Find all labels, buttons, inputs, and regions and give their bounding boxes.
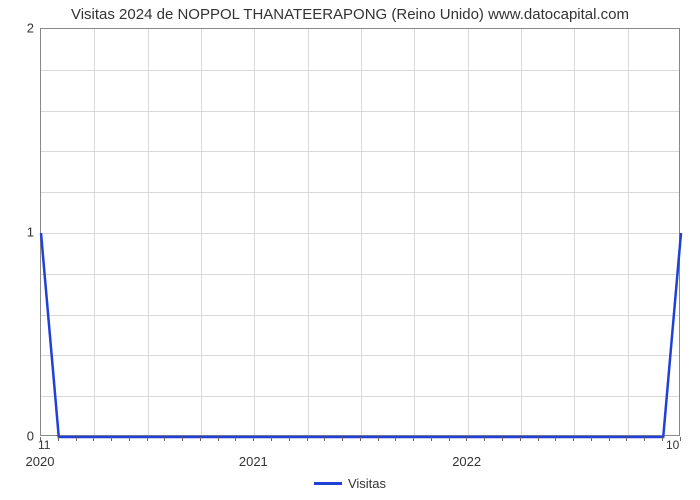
x-minor-tick (58, 437, 59, 441)
x-minor-tick (76, 437, 77, 441)
x-minor-tick (502, 437, 503, 441)
x-minor-tick (342, 437, 343, 441)
x-minor-tick (484, 437, 485, 441)
x-minor-tick (626, 437, 627, 441)
legend: Visitas (0, 476, 700, 491)
data-point-label: 10 (666, 438, 679, 452)
x-minor-tick (182, 437, 183, 441)
x-minor-tick (111, 437, 112, 441)
chart-title: Visitas 2024 de NOPPOL THANATEERAPONG (R… (0, 6, 700, 23)
y-tick-label: 1 (14, 225, 34, 240)
x-tick-label: 2021 (239, 454, 268, 469)
x-minor-tick (235, 437, 236, 441)
x-minor-tick (218, 437, 219, 441)
x-minor-tick (431, 437, 432, 441)
x-minor-tick (164, 437, 165, 441)
x-minor-tick (324, 437, 325, 441)
x-minor-tick (129, 437, 130, 441)
legend-label: Visitas (348, 476, 386, 491)
x-minor-tick (378, 437, 379, 441)
x-minor-tick (395, 437, 396, 441)
x-minor-tick (538, 437, 539, 441)
y-tick-label: 0 (14, 429, 34, 444)
x-minor-tick (307, 437, 308, 441)
series-line (41, 29, 681, 437)
x-minor-tick (609, 437, 610, 441)
x-minor-tick (271, 437, 272, 441)
x-minor-tick (360, 437, 361, 441)
x-minor-tick (449, 437, 450, 441)
x-minor-tick (520, 437, 521, 441)
visits-line-chart: Visitas 2024 de NOPPOL THANATEERAPONG (R… (0, 0, 700, 500)
x-minor-tick (591, 437, 592, 441)
y-tick-label: 2 (14, 21, 34, 36)
x-minor-tick (93, 437, 94, 441)
x-minor-tick (662, 437, 663, 441)
x-tick-label: 2022 (452, 454, 481, 469)
x-minor-tick (573, 437, 574, 441)
x-minor-tick (200, 437, 201, 441)
x-minor-tick (466, 437, 467, 441)
x-minor-tick (680, 437, 681, 441)
x-minor-tick (147, 437, 148, 441)
x-minor-tick (289, 437, 290, 441)
x-minor-tick (253, 437, 254, 441)
x-minor-tick (644, 437, 645, 441)
x-minor-tick (555, 437, 556, 441)
x-tick-label: 2020 (26, 454, 55, 469)
legend-swatch (314, 482, 342, 485)
plot-area (40, 28, 680, 436)
data-point-label: 11 (38, 438, 50, 452)
x-minor-tick (413, 437, 414, 441)
